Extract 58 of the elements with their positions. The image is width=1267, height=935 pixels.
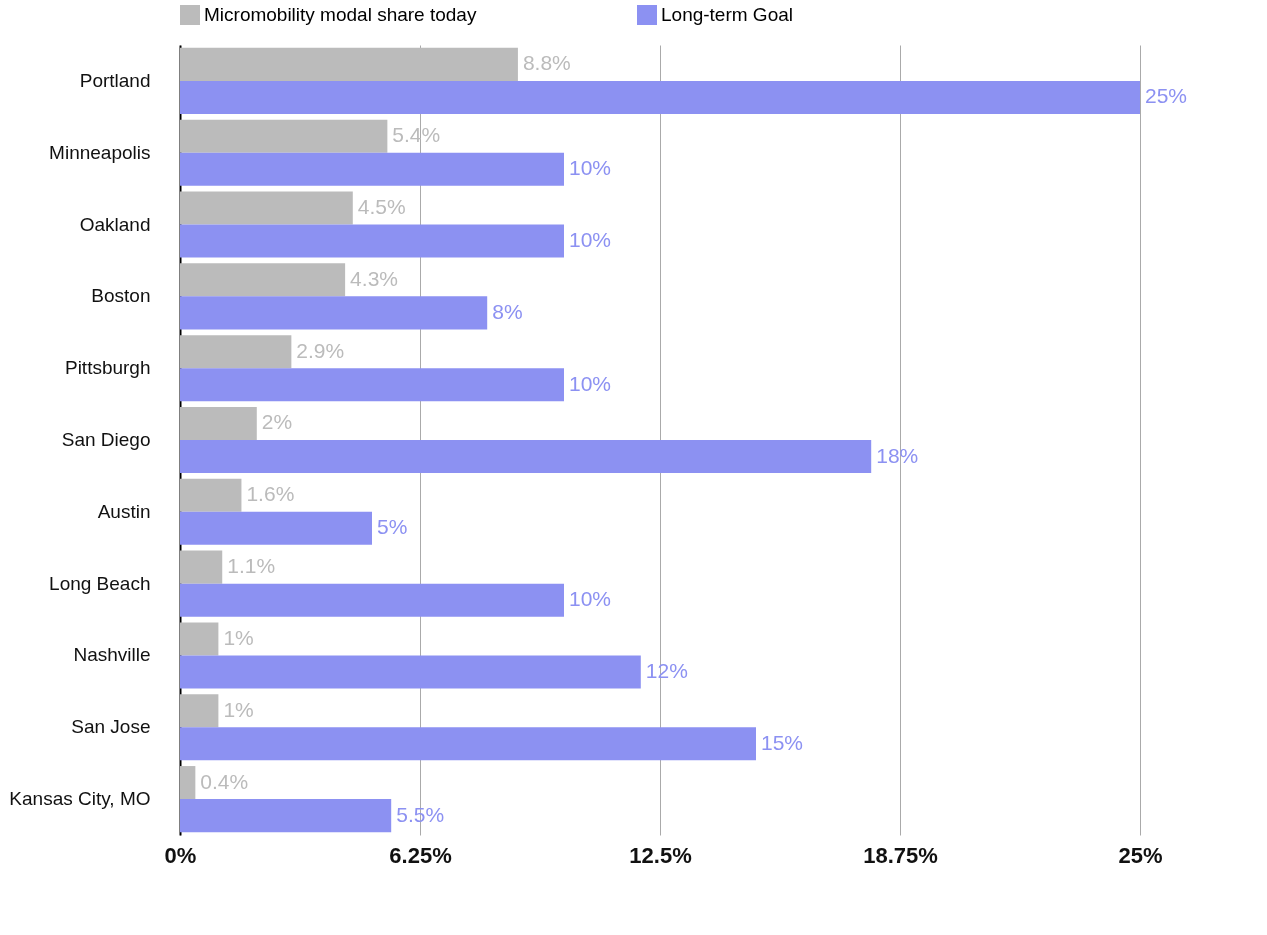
y-tick-label: Nashville <box>73 644 151 666</box>
data-label: 0.4% <box>200 769 249 793</box>
data-label: 1.6% <box>246 482 295 506</box>
bar <box>180 119 388 153</box>
data-label: 10% <box>569 371 612 395</box>
bar <box>180 799 392 833</box>
x-tick-label: 0% <box>164 842 197 868</box>
y-tick-label: Pittsburgh <box>64 357 151 379</box>
bar <box>180 335 292 369</box>
bar <box>180 296 488 330</box>
data-label: 15% <box>761 730 804 754</box>
data-label: 10% <box>569 156 612 180</box>
bar <box>180 550 223 584</box>
y-tick-label: San Jose <box>71 716 151 738</box>
bar <box>180 583 564 617</box>
x-tick-label: 6.25% <box>389 842 452 868</box>
data-label: 2% <box>261 410 293 434</box>
data-label: 4.3% <box>350 266 398 290</box>
bar <box>180 152 564 186</box>
bar <box>180 47 518 81</box>
bar <box>180 511 372 545</box>
data-label: 5% <box>377 515 408 539</box>
y-tick-label: San Diego <box>61 429 151 450</box>
bar <box>180 694 219 728</box>
data-label: 10% <box>569 587 612 611</box>
bar <box>180 440 872 474</box>
bar <box>180 368 564 402</box>
data-label: 8% <box>492 299 523 323</box>
y-tick-label: Oakland <box>79 213 151 235</box>
y-tick-label: Austin <box>97 500 151 522</box>
y-tick-label: Portland <box>79 69 151 91</box>
x-tick-label: 12.5% <box>629 842 692 868</box>
bar <box>180 263 346 297</box>
data-label: 1% <box>223 697 254 721</box>
bar <box>180 478 242 512</box>
legend-label: Long-term Goal <box>661 4 794 25</box>
bar <box>180 727 756 761</box>
data-label: 8.8% <box>522 51 571 75</box>
y-tick-label: Kansas City, MO <box>9 788 151 810</box>
x-tick-label: 18.75% <box>863 842 938 868</box>
data-label: 1% <box>223 625 254 649</box>
bar <box>180 622 219 656</box>
bar <box>180 655 641 689</box>
data-label: 1.1% <box>227 554 276 578</box>
bar <box>180 191 353 225</box>
x-tick-label: 25% <box>1118 842 1163 868</box>
data-label: 2.9% <box>296 338 345 362</box>
data-label: 4.5% <box>357 195 406 219</box>
data-label: 10% <box>569 228 612 252</box>
bar <box>180 80 1140 114</box>
data-label: 25% <box>1145 84 1188 108</box>
bar <box>180 224 564 258</box>
legend-label: Micromobility modal share today <box>204 4 477 25</box>
bar <box>180 406 257 440</box>
y-tick-label: Boston <box>91 285 151 307</box>
y-tick-label: Long Beach <box>49 572 151 594</box>
bar <box>180 766 196 800</box>
y-tick-label: Minneapolis <box>49 141 151 163</box>
